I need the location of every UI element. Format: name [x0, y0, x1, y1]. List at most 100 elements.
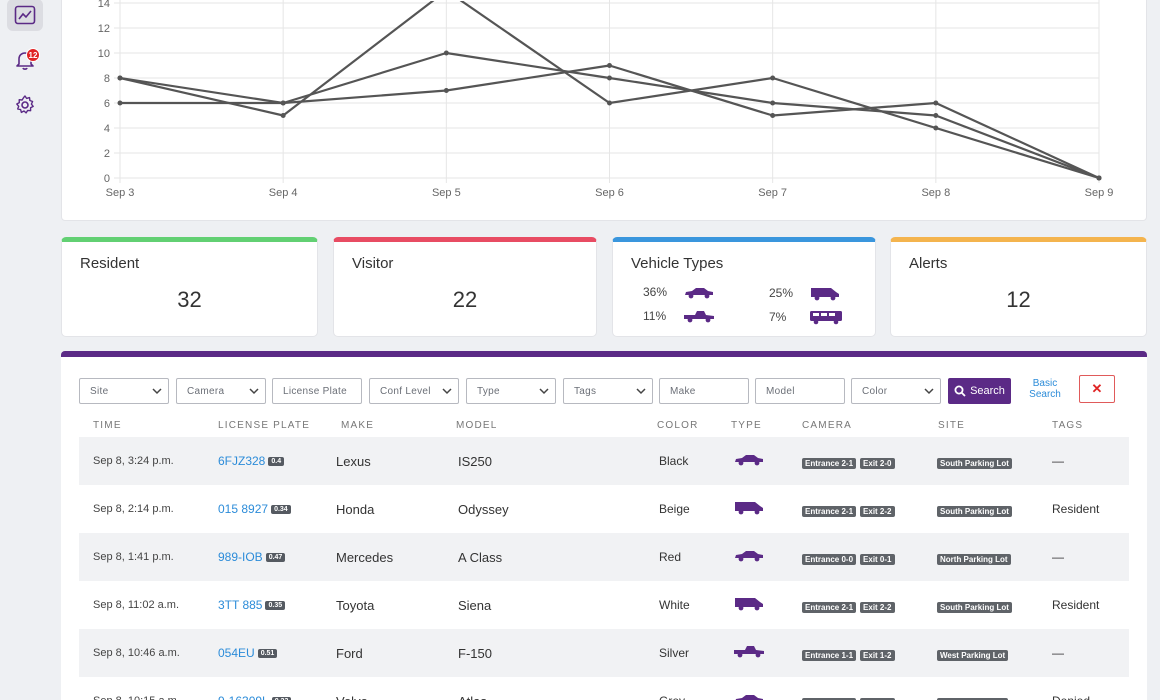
make-placeholder: Make: [670, 385, 696, 397]
nav-analytics[interactable]: [7, 0, 43, 31]
table-row[interactable]: Sep 8, 10:46 a.m. 054EU 0.51 Ford F-150 Silve…: [79, 629, 1129, 677]
data-point: [933, 113, 939, 118]
confidence-badge: 0.47: [265, 553, 286, 563]
color-cell: Black: [659, 454, 689, 468]
license-plate-link[interactable]: 989-IOB: [218, 550, 263, 564]
camera-tag[interactable]: Exit 2-0: [860, 458, 895, 469]
conf-level-filter[interactable]: Conf Level: [369, 378, 459, 404]
data-point: [933, 100, 939, 106]
header-time[interactable]: TIME: [93, 420, 122, 431]
header-model[interactable]: MODEL: [456, 420, 498, 431]
camera-tag[interactable]: Entrance 2-1: [802, 602, 857, 613]
site-tag[interactable]: North Parking Lot: [937, 554, 1011, 565]
nav-settings[interactable]: [7, 89, 43, 121]
camera-tag[interactable]: Entrance 0-0: [802, 554, 857, 565]
license-plate-link[interactable]: 3TT 885: [218, 598, 263, 612]
site-tag[interactable]: South Parking Lot: [937, 458, 1012, 469]
data-point: [933, 125, 939, 131]
model-cell: A Class: [458, 550, 503, 565]
camera-tag[interactable]: Exit 2-2: [860, 602, 895, 613]
nav-alerts[interactable]: 12: [7, 44, 43, 76]
table-row[interactable]: Sep 8, 2:14 p.m. 015 8927 0.34 Honda Odyssey…: [79, 485, 1129, 533]
search-button[interactable]: Search: [948, 378, 1011, 404]
license-plate-link[interactable]: 9-16309L: [218, 694, 269, 700]
plate-cell: 989-IOB 0.47: [218, 550, 286, 564]
header-license-plate[interactable]: LICENSE PLATE: [218, 420, 311, 431]
model-placeholder: Model: [766, 385, 795, 397]
chevron-down-icon: [442, 388, 452, 395]
color-cell: Grey: [659, 694, 685, 700]
resident-card[interactable]: Resident 32: [61, 237, 318, 337]
x-tick-label: Sep 5: [432, 187, 461, 199]
camera-tag[interactable]: Entrance 2-1: [802, 458, 857, 469]
camera-cell: Entrance 2-1 Exit 2-2: [802, 503, 899, 517]
header-site[interactable]: SITE: [938, 420, 966, 431]
tags-cell: —: [1052, 454, 1064, 468]
table-row[interactable]: Sep 8, 1:41 p.m. 989-IOB 0.47 Mercedes A Cla…: [79, 533, 1129, 581]
model-cell: Odyssey: [458, 502, 509, 517]
camera-tag[interactable]: Entrance 1-1: [802, 650, 857, 661]
plate-cell: 015 8927 0.34: [218, 502, 291, 516]
detections-table-card: Site Camera License Plate Conf Level Typ…: [61, 351, 1147, 700]
camera-tag[interactable]: Exit 2-2: [860, 506, 895, 517]
site-tag[interactable]: South Parking Lot: [937, 506, 1012, 517]
table-row[interactable]: Sep 8, 10:15 a.m. 9-16309L0.23 Volvo Atlas G…: [79, 677, 1129, 700]
site-cell: West Parking Lot: [937, 647, 1012, 661]
site-tag[interactable]: West Parking Lot: [937, 650, 1009, 661]
make-cell: Volvo: [336, 694, 368, 700]
license-plate-link[interactable]: 6FJZ328: [218, 454, 266, 468]
type-filter-label: Type: [477, 385, 500, 397]
camera-filter-label: Camera: [187, 385, 225, 397]
basic-search-link[interactable]: Basic Search: [1029, 378, 1061, 400]
clear-filters-button[interactable]: ✕: [1079, 375, 1115, 403]
color-cell: Beige: [659, 502, 690, 516]
type-filter[interactable]: Type: [466, 378, 556, 404]
camera-filter[interactable]: Camera: [176, 378, 266, 404]
bus-icon: [810, 311, 842, 325]
site-cell: South Parking Lot: [937, 455, 1016, 469]
table-row[interactable]: Sep 8, 3:24 p.m. 6FJZ328 0.4 Lexus IS250 Blac…: [79, 437, 1129, 485]
header-type[interactable]: TYPE: [731, 420, 762, 431]
license-plate-link[interactable]: 015 8927: [218, 502, 269, 516]
sidebar: 12: [0, 0, 52, 700]
license-plate-input[interactable]: License Plate: [272, 378, 362, 404]
alerts-card[interactable]: Alerts 12: [890, 237, 1147, 337]
site-tag[interactable]: South Parking Lot: [937, 602, 1012, 613]
plate-cell: 3TT 885 0.35: [218, 598, 286, 612]
time-cell: Sep 8, 10:46 a.m.: [93, 647, 180, 659]
confidence-badge: 0.35: [265, 601, 286, 611]
site-filter[interactable]: Site: [79, 378, 169, 404]
y-tick-label: 4: [104, 123, 110, 135]
plate-cell: 9-16309L0.23: [218, 694, 292, 700]
x-tick-label: Sep 9: [1085, 187, 1114, 199]
license-plate-link[interactable]: 054EU: [218, 646, 255, 660]
vehicle-types-card[interactable]: Vehicle Types 36% 25% 11% 7%: [612, 237, 876, 337]
visitor-card[interactable]: Visitor 22: [333, 237, 597, 337]
camera-tag[interactable]: Entrance 2-1: [802, 506, 857, 517]
color-filter[interactable]: Color: [851, 378, 941, 404]
site-cell: South Parking Lot: [937, 599, 1016, 613]
x-tick-label: Sep 7: [758, 187, 787, 199]
camera-tag[interactable]: Exit 1-2: [860, 650, 895, 661]
van-pct: 25%: [769, 286, 794, 300]
tags-filter[interactable]: Tags: [563, 378, 653, 404]
model-cell: IS250: [458, 454, 492, 469]
header-camera[interactable]: CAMERA: [802, 420, 852, 431]
detections-chart-card: 0 2 4 6 8 10 12 14 Sep 3 Sep 4 Sep 5 Sep 6 Sep 7 Sep …: [61, 0, 1147, 221]
header-color[interactable]: COLOR: [657, 420, 699, 431]
make-cell: Toyota: [336, 598, 375, 613]
sedan-icon: [735, 551, 763, 562]
x-tick-label: Sep 6: [595, 187, 624, 199]
header-make[interactable]: MAKE: [341, 420, 375, 431]
table-row[interactable]: Sep 8, 11:02 a.m. 3TT 885 0.35 Toyota Siena W…: [79, 581, 1129, 629]
y-tick-label: 2: [104, 148, 110, 160]
header-tags[interactable]: TAGS: [1052, 420, 1084, 431]
model-input[interactable]: Model: [755, 378, 845, 404]
make-input[interactable]: Make: [659, 378, 749, 404]
time-cell: Sep 8, 1:41 p.m.: [93, 551, 174, 563]
y-tick-label: 12: [98, 23, 110, 35]
camera-tag[interactable]: Exit 0-1: [860, 554, 895, 565]
data-point: [117, 100, 123, 106]
camera-cell: Entrance 0-0 Exit 0-1: [802, 551, 899, 565]
